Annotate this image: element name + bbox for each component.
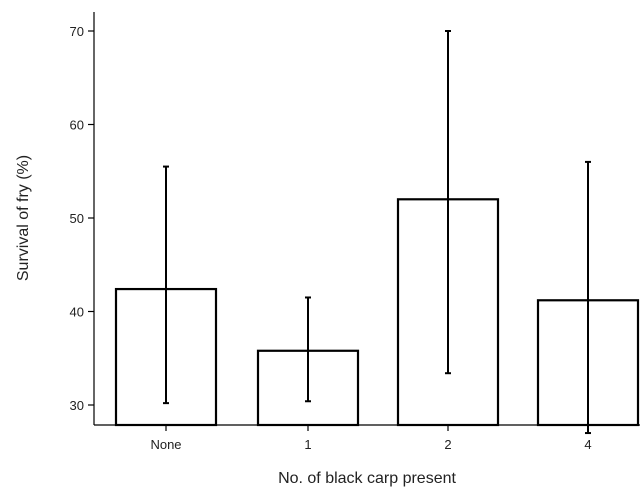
y-tick-label-30: 30 xyxy=(70,398,84,413)
y-axis-label: Survival of fry (%) xyxy=(15,155,32,281)
error-bar-2 xyxy=(445,30,451,375)
y-tick-label-60: 60 xyxy=(70,118,84,133)
y-ticks: 30 40 50 60 70 xyxy=(70,24,94,413)
x-ticks: None 1 2 4 xyxy=(150,425,592,452)
x-tick-label-4: 4 xyxy=(584,437,591,452)
y-tick-label-40: 40 xyxy=(70,305,84,320)
y-tick-label-50: 50 xyxy=(70,211,84,226)
error-bar-4 xyxy=(585,160,591,435)
x-tick-label-1: 1 xyxy=(304,437,311,452)
error-bar-1 xyxy=(305,296,311,403)
y-tick-label-70: 70 xyxy=(70,24,84,39)
x-tick-label-none: None xyxy=(150,437,181,452)
bars xyxy=(114,198,640,427)
x-axis-label: No. of black carp present xyxy=(278,470,456,487)
error-bar-none xyxy=(163,165,169,405)
error-bars xyxy=(163,30,591,435)
x-tick-label-2: 2 xyxy=(444,437,451,452)
